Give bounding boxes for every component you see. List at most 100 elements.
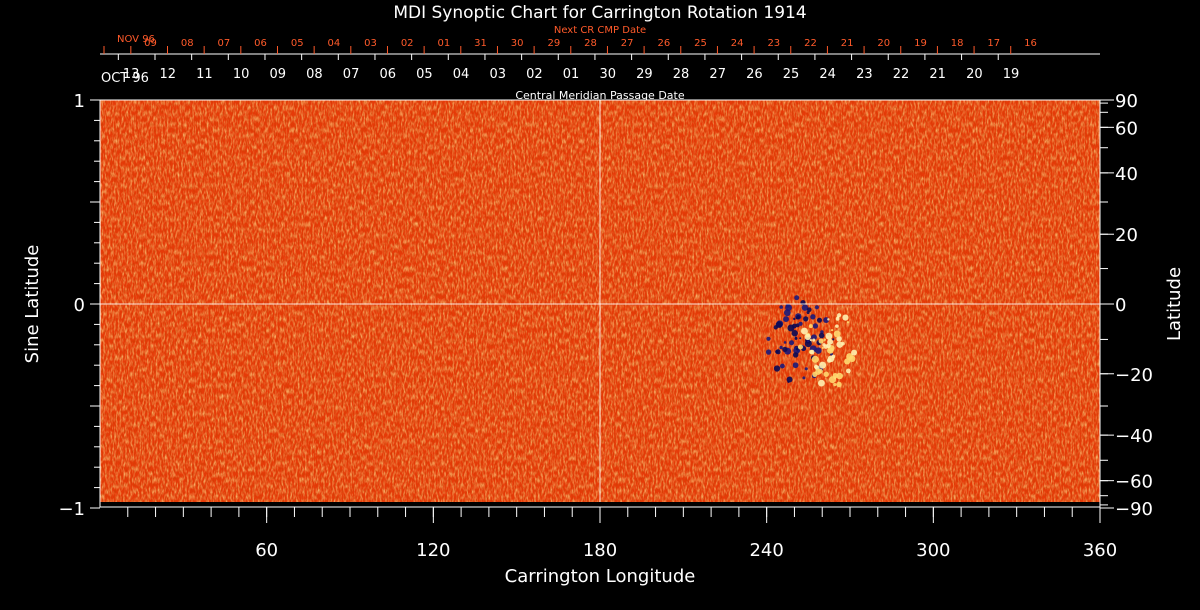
- cmp-ticks: 13 12 11 10 09 08 07 06 05 04 03 02 01 30 29 28 27 26 25 24…: [117, 54, 1020, 82]
- positive-flux-spot: [823, 338, 826, 341]
- positive-flux-spot: [819, 361, 827, 369]
- next-cmp-date-label: 07: [218, 38, 231, 49]
- y-left-axis-label: Sine Latitude: [22, 245, 43, 364]
- negative-flux-spot: [783, 309, 791, 317]
- positive-flux-spot: [809, 338, 812, 342]
- y-right-tick-label: −60: [1115, 472, 1153, 493]
- cmp-date-label: 02: [526, 67, 543, 82]
- chart-title: MDI Synoptic Chart for Carrington Rotati…: [393, 3, 806, 23]
- positive-flux-spot: [836, 336, 842, 342]
- negative-flux-spot: [792, 362, 799, 369]
- next-cmp-date-label: 05: [291, 38, 304, 49]
- negative-flux-spot: [811, 334, 817, 341]
- positive-flux-spot: [846, 368, 851, 374]
- cmp-date-label: 23: [856, 67, 873, 82]
- negative-flux-spot: [798, 321, 803, 326]
- cmp-date-label: 30: [599, 67, 616, 82]
- positive-flux-spot: [823, 371, 829, 377]
- positive-flux-spot: [797, 344, 803, 350]
- cmp-date-label: 19: [1003, 67, 1020, 82]
- cmp-date-label: 29: [636, 67, 653, 82]
- next-cmp-date-label: 17: [987, 38, 1000, 49]
- x-axis-label: Carrington Longitude: [505, 566, 696, 587]
- negative-flux-spot: [792, 352, 799, 358]
- negative-flux-spot: [810, 314, 816, 320]
- cmp-date-label: 05: [416, 67, 433, 82]
- positive-flux-spot: [804, 333, 811, 341]
- x-tick-label: 180: [583, 540, 617, 561]
- x-tick-label: 60: [255, 540, 278, 561]
- next-cmp-date-label: 06: [254, 38, 267, 49]
- next-cmp-date-label: 18: [951, 38, 964, 49]
- negative-flux-spot: [801, 304, 809, 311]
- negative-flux-spot: [794, 336, 798, 340]
- cmp-date-label: 13: [123, 67, 140, 82]
- positive-flux-spot: [825, 332, 833, 340]
- active-regions: [765, 295, 858, 388]
- cmp-date-label: 24: [819, 67, 836, 82]
- negative-polarity-region: [765, 295, 835, 383]
- cmp-date-label: 26: [746, 67, 763, 82]
- next-cmp-date-label: 30: [511, 38, 524, 49]
- positive-flux-spot: [851, 349, 858, 356]
- positive-flux-spot: [815, 368, 822, 375]
- positive-flux-spot: [817, 379, 825, 387]
- next-cmp-date-label: 02: [401, 38, 414, 49]
- next-cmp-date-label: 29: [547, 38, 560, 49]
- positive-flux-spot: [809, 349, 815, 355]
- negative-flux-spot: [795, 347, 799, 351]
- positive-flux-spot: [833, 383, 837, 387]
- cmp-date-label: 06: [379, 67, 396, 82]
- cmp-date-label: 27: [709, 67, 726, 82]
- next-cmp-date-label: 28: [584, 38, 597, 49]
- negative-flux-spot: [787, 324, 795, 332]
- negative-flux-spot: [779, 363, 785, 369]
- next-cmp-date-label: 22: [804, 38, 817, 49]
- positive-flux-spot: [800, 327, 808, 335]
- y-right-axis: 90 60 40 20 0 −20 −40 −60 −90: [1100, 91, 1153, 520]
- negative-flux-spot: [803, 316, 809, 322]
- positive-flux-spot: [818, 338, 824, 344]
- negative-flux-spot: [779, 305, 783, 309]
- negative-flux-spot: [783, 316, 789, 323]
- y-right-tick-label: 90: [1115, 91, 1138, 112]
- positive-flux-spot: [836, 372, 843, 380]
- negative-flux-spot: [806, 340, 810, 343]
- positive-flux-spot: [833, 330, 841, 338]
- negative-flux-spot: [802, 376, 806, 380]
- positive-flux-spot: [844, 358, 851, 365]
- positive-flux-spot: [808, 324, 813, 329]
- x-tick-label: 300: [916, 540, 950, 561]
- negative-flux-spot: [766, 336, 771, 341]
- positive-flux-spot: [811, 355, 819, 363]
- x-axis: 60 120 180 240 300 360: [127, 507, 1117, 561]
- next-cmp-date-label: 25: [694, 38, 707, 49]
- negative-flux-spot: [806, 307, 812, 313]
- cmp-date-label: 11: [196, 67, 213, 82]
- next-cmp-start-label: NOV 96: [117, 34, 155, 45]
- cmp-date-label: 20: [966, 67, 983, 82]
- cmp-date-label: 21: [929, 67, 946, 82]
- x-tick-label: 360: [1083, 540, 1117, 561]
- next-cmp-date-label: 20: [877, 38, 890, 49]
- negative-flux-spot: [789, 340, 795, 346]
- positive-flux-spot: [822, 343, 826, 347]
- negative-flux-spot: [779, 345, 783, 350]
- cmp-date-label: 01: [563, 67, 580, 82]
- cmp-date-label: 08: [306, 67, 323, 82]
- cmp-date-label: 10: [233, 67, 250, 82]
- magnetogram-map: [100, 100, 1100, 502]
- y-left-axis: 1 0 −1: [58, 91, 100, 520]
- negative-flux-spot: [782, 346, 788, 353]
- next-cmp-date-label: 21: [841, 38, 854, 49]
- cmp-date-label: 12: [159, 67, 176, 82]
- positive-flux-spot: [842, 314, 849, 321]
- y-left-tick-label: 0: [74, 295, 85, 316]
- negative-flux-spot: [832, 338, 835, 341]
- next-cmp-date-label: 16: [1024, 38, 1037, 49]
- cmp-date-label: 25: [783, 67, 800, 82]
- next-cmp-date-label: 01: [437, 38, 450, 49]
- next-cmp-date-label: 31: [474, 38, 487, 49]
- positive-flux-spot: [812, 338, 816, 342]
- negative-flux-spot: [765, 349, 772, 355]
